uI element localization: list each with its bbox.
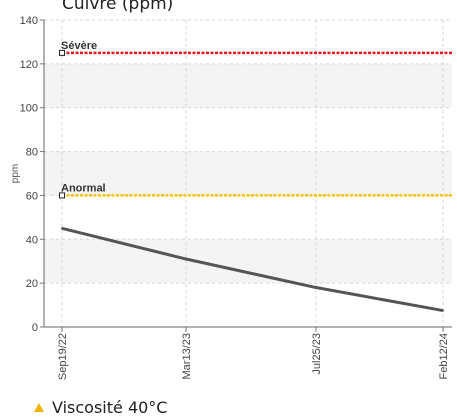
threshold-marker — [59, 192, 65, 199]
tick-labels: 0 20 40 60 80 100 120 140 Sep19/22 Mar13/23 Jul25/… — [10, 15, 450, 380]
data-point — [315, 286, 317, 289]
threshold-marker — [59, 49, 65, 56]
chart-title: Cuivre (ppm) — [62, 0, 174, 14]
y-tick-label: 120 — [20, 59, 38, 71]
y-tick-label: 100 — [20, 103, 38, 115]
data-point — [442, 309, 444, 312]
legend-item-viscosite: Viscosité 40°C — [34, 398, 167, 417]
y-tick-label: 60 — [26, 190, 38, 202]
x-tick-label: Jul25/23 — [311, 333, 323, 375]
y-tick-label: 40 — [26, 234, 38, 246]
threshold-label: Sévère — [61, 40, 97, 52]
y-tick-label: 140 — [20, 15, 38, 27]
threshold-label: Anormal — [61, 182, 106, 194]
threshold-lines — [59, 49, 452, 199]
y-tick-label: 20 — [26, 278, 38, 290]
y-tick-label: 80 — [26, 147, 38, 159]
y-tick-label: 0 — [32, 322, 38, 334]
series-line — [61, 226, 444, 313]
plot-band — [44, 151, 452, 196]
plot-band — [44, 63, 452, 108]
data-point — [185, 258, 187, 261]
data-series — [61, 226, 444, 313]
y-axis-label: ppm — [10, 164, 21, 183]
data-point — [61, 227, 63, 230]
plot-bands — [44, 63, 452, 284]
plot-band — [44, 239, 452, 284]
legend-label: Viscosité 40°C — [52, 398, 168, 417]
x-tick-label: Feb12/24 — [438, 333, 450, 379]
x-tick-label: Mar13/23 — [181, 333, 193, 379]
axes — [40, 19, 452, 332]
warning-triangle-icon — [34, 403, 44, 412]
x-tick-label: Sep19/22 — [57, 333, 69, 380]
